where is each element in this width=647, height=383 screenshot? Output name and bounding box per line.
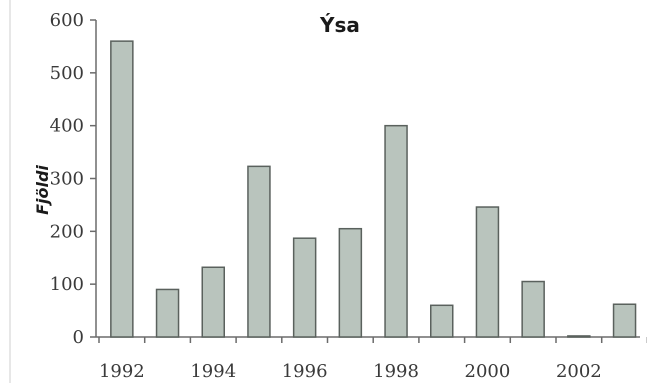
bar-2000 — [475, 206, 500, 338]
y-tick-label: 0 — [73, 327, 84, 348]
bar-1997 — [338, 227, 363, 338]
x-tick-label: 2000 — [465, 361, 511, 382]
bar-1995 — [247, 165, 271, 338]
y-tick-label: 300 — [50, 169, 84, 190]
y-tick-label: 200 — [50, 221, 84, 242]
x-tick-label: 1994 — [190, 361, 236, 382]
bar-1998 — [384, 124, 408, 338]
x-tick-label: 2002 — [556, 361, 602, 382]
x-tick-label: 1992 — [99, 361, 145, 382]
bars — [110, 40, 637, 338]
chart-title: Ýsa — [319, 13, 360, 37]
y-axis-label: Fjöldi — [33, 165, 52, 215]
x-axis-ticks: 1992 1994 1996 1998 2000 2002 — [98, 337, 647, 382]
bar-2001 — [521, 280, 545, 338]
x-tick-label: 1998 — [373, 361, 419, 382]
bar-2003 — [612, 303, 637, 338]
bar-1992 — [110, 40, 134, 338]
y-tick-label: 400 — [50, 116, 84, 137]
bar-1999 — [430, 304, 454, 338]
y-tick-label: 600 — [50, 10, 84, 31]
x-tick-label: 1996 — [282, 361, 328, 382]
bar-2002 — [567, 335, 591, 338]
y-tick-label: 500 — [50, 63, 84, 84]
y-tick-label: 100 — [50, 274, 84, 295]
y-axis-ticks: 0 100 200 300 400 500 600 — [50, 10, 96, 348]
bar-1994 — [201, 266, 225, 338]
bar-1993 — [155, 288, 180, 338]
bar-1996 — [292, 237, 317, 338]
